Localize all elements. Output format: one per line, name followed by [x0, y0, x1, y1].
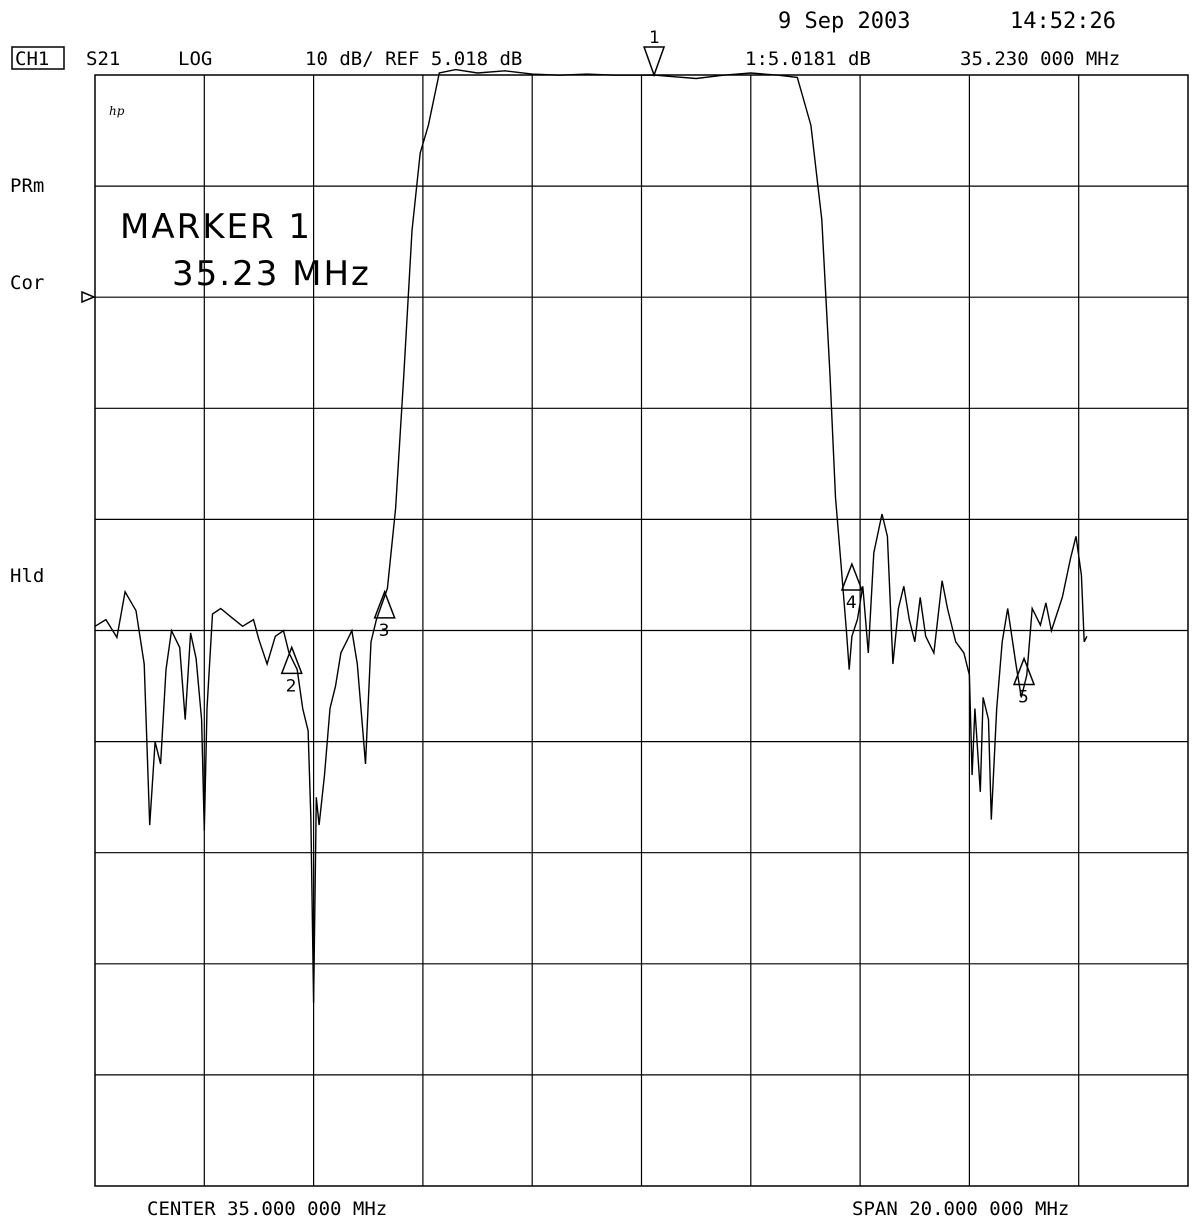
marker-value: 35.23 MHz	[172, 254, 371, 294]
marker-readout: 1:5.0181 dB	[745, 48, 871, 70]
scale-label: 10 dB/ REF 5.018 dB	[305, 48, 522, 70]
marker-3-label: 3	[379, 621, 390, 641]
markers-group: 1 2 3 4 5	[280, 28, 1036, 707]
channel-box	[11, 46, 65, 70]
marker-5-label: 5	[1018, 687, 1029, 707]
span-label: SPAN 20.000 000 MHz	[852, 1198, 1069, 1220]
marker-4-label: 4	[846, 593, 857, 613]
channel-label: CH1	[15, 48, 49, 70]
reference-level-arrow	[81, 290, 96, 304]
hld-annotation: Hld	[10, 565, 44, 587]
cor-annotation: Cor	[10, 272, 44, 294]
marker-1-triangle	[643, 46, 666, 78]
date-label: 9 Sep 2003	[778, 9, 910, 34]
marker-4-triangle	[840, 561, 863, 591]
measurement-label: S21	[86, 48, 120, 70]
marker-1-label: 1	[649, 28, 660, 48]
hp-logo: hp	[109, 104, 125, 118]
marker-5-triangle	[1012, 656, 1036, 686]
prm-annotation: PRm	[10, 175, 44, 197]
marker-2-triangle	[280, 645, 303, 675]
time-label: 14:52:26	[1010, 9, 1116, 34]
format-label: LOG	[178, 48, 212, 70]
marker-2-label: 2	[286, 676, 297, 696]
s21-trace	[94, 68, 1088, 1003]
marker-3-triangle	[373, 589, 396, 619]
center-frequency-label: CENTER 35.000 000 MHz	[147, 1198, 387, 1220]
marker-title: MARKER 1	[120, 207, 312, 247]
marker-frequency: 35.230 000 MHz	[960, 48, 1120, 70]
